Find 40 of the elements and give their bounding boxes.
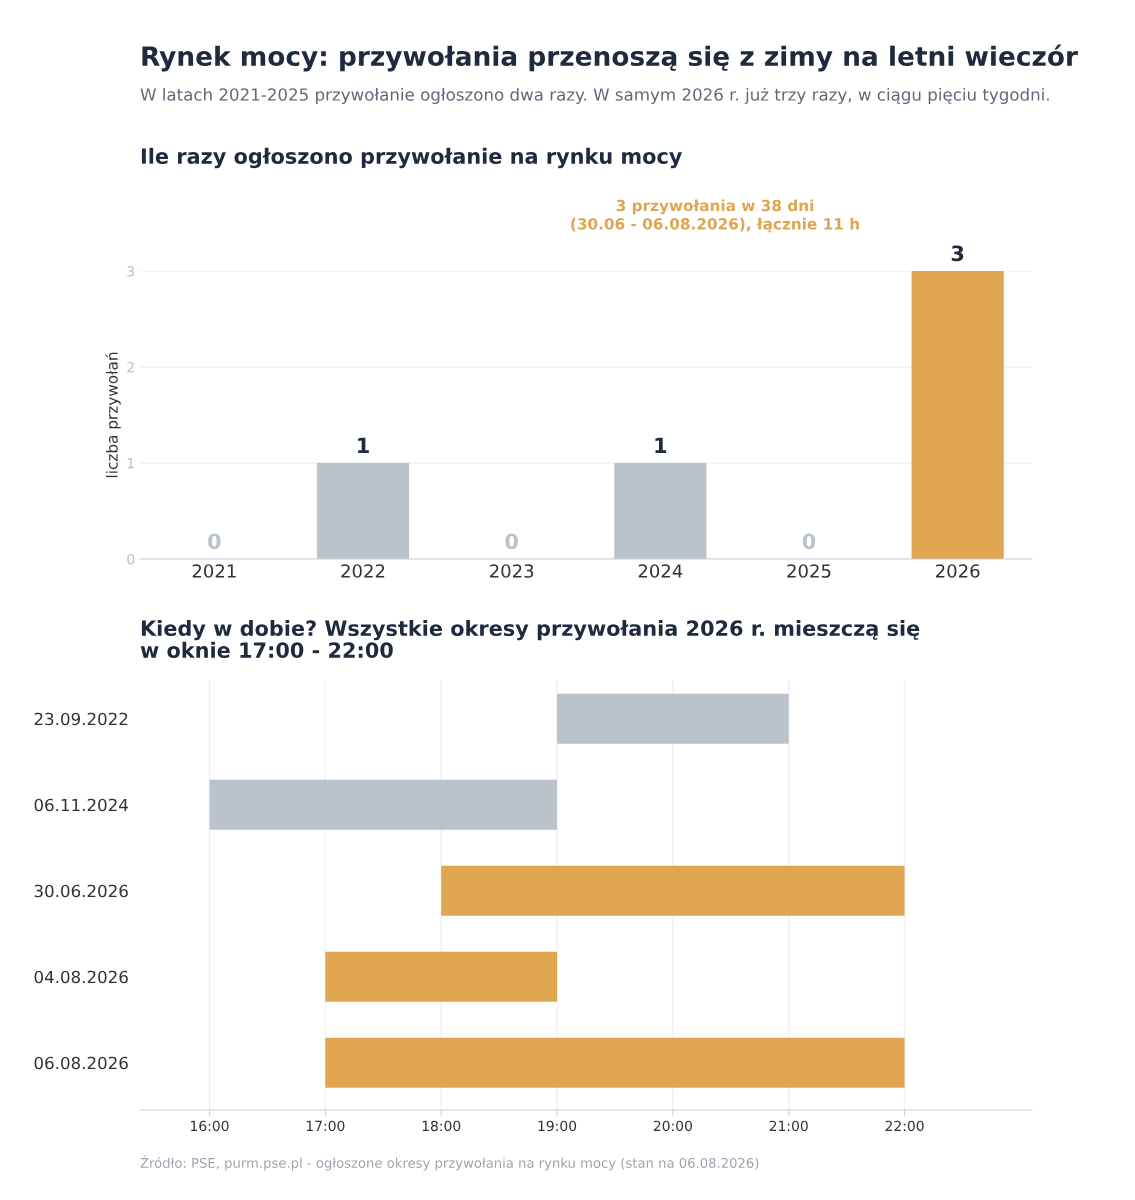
x-tick-label: 2026 — [936, 564, 980, 578]
bar — [325, 951, 558, 1002]
data-label: 1 — [655, 437, 667, 453]
y-tick-label: 2 — [127, 361, 134, 373]
x-tick-label: 21:00 — [769, 1120, 808, 1132]
x-tick-label: 2022 — [341, 564, 385, 578]
bar — [209, 779, 558, 830]
x-tick-label: 2024 — [638, 564, 683, 578]
y-tick-label: 0 — [127, 553, 135, 565]
x-tick-label: 2023 — [490, 564, 534, 578]
x-tick-label: 22:00 — [885, 1120, 924, 1132]
y-tick-label: 04.08.2026 — [34, 970, 128, 984]
x-tick-label: 2025 — [787, 564, 831, 578]
data-label: 3 — [951, 245, 964, 262]
bar — [557, 693, 789, 744]
chart-title: Rynek mocy: przywołania przenoszą się z zimy na letni wieczór — [142, 44, 1078, 72]
y-tick-label: 30.06.2026 — [34, 884, 128, 898]
x-tick-label: 2021 — [192, 564, 236, 578]
y-tick-label: 06.08.2026 — [34, 1056, 128, 1070]
bar — [325, 1037, 905, 1088]
y-tick-label: 3 — [127, 265, 135, 277]
bar — [441, 865, 905, 916]
x-tick-label: 16:00 — [191, 1120, 229, 1132]
data-label: 0 — [802, 533, 816, 550]
chart-title: Kiedy w dobie? Wszystkie okresy przywołania 2026 r. mieszczą się w oknie 17:00 - 22:00 — [140, 619, 920, 658]
text: 3 przywołania w 38 dni (30.06 - 06.08.2026), łącznie 11 h — [571, 199, 859, 233]
y-axis-title: liczba przywołań — [105, 352, 121, 478]
x-tick-label: 17:00 — [306, 1120, 345, 1132]
x-tick-label: 18:00 — [422, 1120, 461, 1132]
y-tick-label: 1 — [127, 458, 134, 469]
text: Ile razy ogłoszono przywołanie na rynku mocy — [141, 147, 683, 169]
data-label: 0 — [208, 533, 221, 550]
chart-subtitle: W latach 2021-2025 przywołanie ogłoszono dwa razy. W samym 2026 r. już trzy razy, w ciągu pięciu tygodni. — [140, 87, 1049, 105]
y-tick-label: 06.11.2024 — [34, 798, 128, 812]
y-tick-label: 23.09.2022 — [34, 712, 128, 726]
x-tick-label: 20:00 — [653, 1120, 692, 1132]
data-label: 0 — [505, 533, 518, 550]
data-label: 1 — [358, 437, 369, 453]
text: Źródło: PSE, purm.pse.pl - ogłoszone okresy przywołania na rynku mocy (stan na 06.08.2026) — [140, 1155, 759, 1171]
x-tick-label: 19:00 — [538, 1120, 577, 1132]
